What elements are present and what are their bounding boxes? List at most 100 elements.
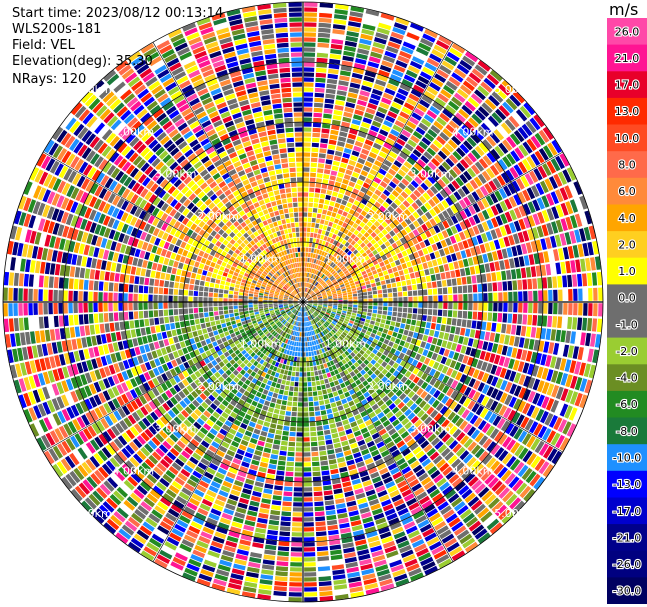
radar-gate xyxy=(186,385,194,393)
radar-gate xyxy=(383,436,393,445)
radar-gate xyxy=(125,391,134,402)
radar-gate xyxy=(263,328,268,334)
radar-gate xyxy=(348,378,355,384)
radar-gate xyxy=(496,175,506,186)
radar-gate xyxy=(208,331,214,338)
radar-gate xyxy=(537,315,543,327)
radar-gate xyxy=(439,131,450,142)
radar-gate xyxy=(339,326,345,331)
radar-gate xyxy=(205,350,212,357)
radar-gate xyxy=(404,234,411,242)
radar-gate xyxy=(303,137,311,142)
radar-gate xyxy=(346,224,352,231)
radar-gate xyxy=(303,392,308,397)
radar-gate xyxy=(535,327,542,339)
radar-gate xyxy=(344,556,357,564)
radar-gate xyxy=(364,526,377,534)
radar-gate xyxy=(357,466,367,473)
radar-gate xyxy=(377,197,385,205)
radar-gate xyxy=(368,295,373,299)
radar-gate xyxy=(448,425,458,435)
radar-gate xyxy=(213,578,227,587)
radar-gate xyxy=(300,307,302,312)
radar-gate xyxy=(472,339,479,348)
radar-gate xyxy=(303,437,310,442)
radar-gate xyxy=(481,170,491,182)
radar-gate xyxy=(264,544,277,551)
radar-gate xyxy=(420,155,430,164)
radar-gate xyxy=(241,349,247,355)
radar-gate xyxy=(296,311,299,316)
radar-gate xyxy=(443,509,455,520)
radar-gate xyxy=(206,489,217,498)
radar-gate xyxy=(294,387,299,392)
radar-gate xyxy=(344,356,350,363)
radar-gate xyxy=(399,393,407,401)
radar-gate xyxy=(454,361,462,371)
radar-gate xyxy=(453,302,458,310)
radar-gate xyxy=(138,420,147,431)
radar-gate xyxy=(319,224,324,230)
radar-gate xyxy=(501,323,507,334)
radar-gate xyxy=(336,288,341,291)
radar-gate xyxy=(230,352,237,359)
radar-gate xyxy=(313,259,317,264)
radar-gate xyxy=(433,380,441,389)
radar-gate xyxy=(243,390,250,397)
radar-gate xyxy=(306,295,311,299)
radar-gate xyxy=(317,260,321,265)
radar-gate xyxy=(208,485,219,494)
radar-gate xyxy=(242,435,251,442)
radar-gate xyxy=(241,331,247,337)
radar-gate xyxy=(410,351,417,359)
radar-gate xyxy=(328,221,333,227)
radar-gate xyxy=(260,409,267,416)
radar-gate xyxy=(528,254,535,265)
radar-gate xyxy=(506,324,512,334)
radar-gate xyxy=(342,277,348,282)
radar-gate xyxy=(477,60,491,72)
radar-gate xyxy=(370,93,381,101)
radar-gate xyxy=(319,266,323,272)
radar-gate xyxy=(471,444,481,455)
radar-gate xyxy=(355,539,367,546)
radar-gate xyxy=(356,179,364,186)
radar-gate xyxy=(268,463,277,470)
radar-gate xyxy=(488,413,498,424)
radar-gate xyxy=(275,327,280,332)
radar-gate xyxy=(343,320,349,325)
radar-gate xyxy=(325,259,330,264)
radar-gate xyxy=(528,302,533,314)
radar-gate xyxy=(297,407,303,412)
radar-gate xyxy=(449,47,463,58)
radar-gate xyxy=(381,221,388,228)
radar-gate xyxy=(357,239,363,245)
radar-gate xyxy=(362,311,367,316)
radar-gate xyxy=(352,529,365,537)
radar-gate xyxy=(304,292,306,297)
radar-gate xyxy=(277,357,282,363)
radar-gate xyxy=(369,169,378,176)
radar-gate xyxy=(335,100,345,106)
radar-gate xyxy=(171,480,183,490)
radar-gate xyxy=(308,391,313,397)
radar-gate xyxy=(423,239,431,247)
radar-gate xyxy=(543,445,554,459)
radar-gate xyxy=(336,261,342,267)
radar-gate xyxy=(410,460,420,469)
radar-gate xyxy=(70,404,80,417)
radar-gate xyxy=(225,395,232,403)
radar-gate xyxy=(535,265,542,277)
radar-gate xyxy=(340,532,352,539)
radar-gate xyxy=(557,316,563,329)
radar-gate xyxy=(456,318,462,327)
radar-gate xyxy=(431,77,444,88)
radar-gate xyxy=(448,333,455,342)
radar-gate xyxy=(329,216,335,223)
radar-gate xyxy=(330,170,338,176)
radar-gate xyxy=(313,233,318,238)
radar-gate xyxy=(303,492,313,497)
radar-gate xyxy=(321,214,326,220)
radar-gate xyxy=(330,428,338,434)
radar-gate xyxy=(424,416,433,425)
